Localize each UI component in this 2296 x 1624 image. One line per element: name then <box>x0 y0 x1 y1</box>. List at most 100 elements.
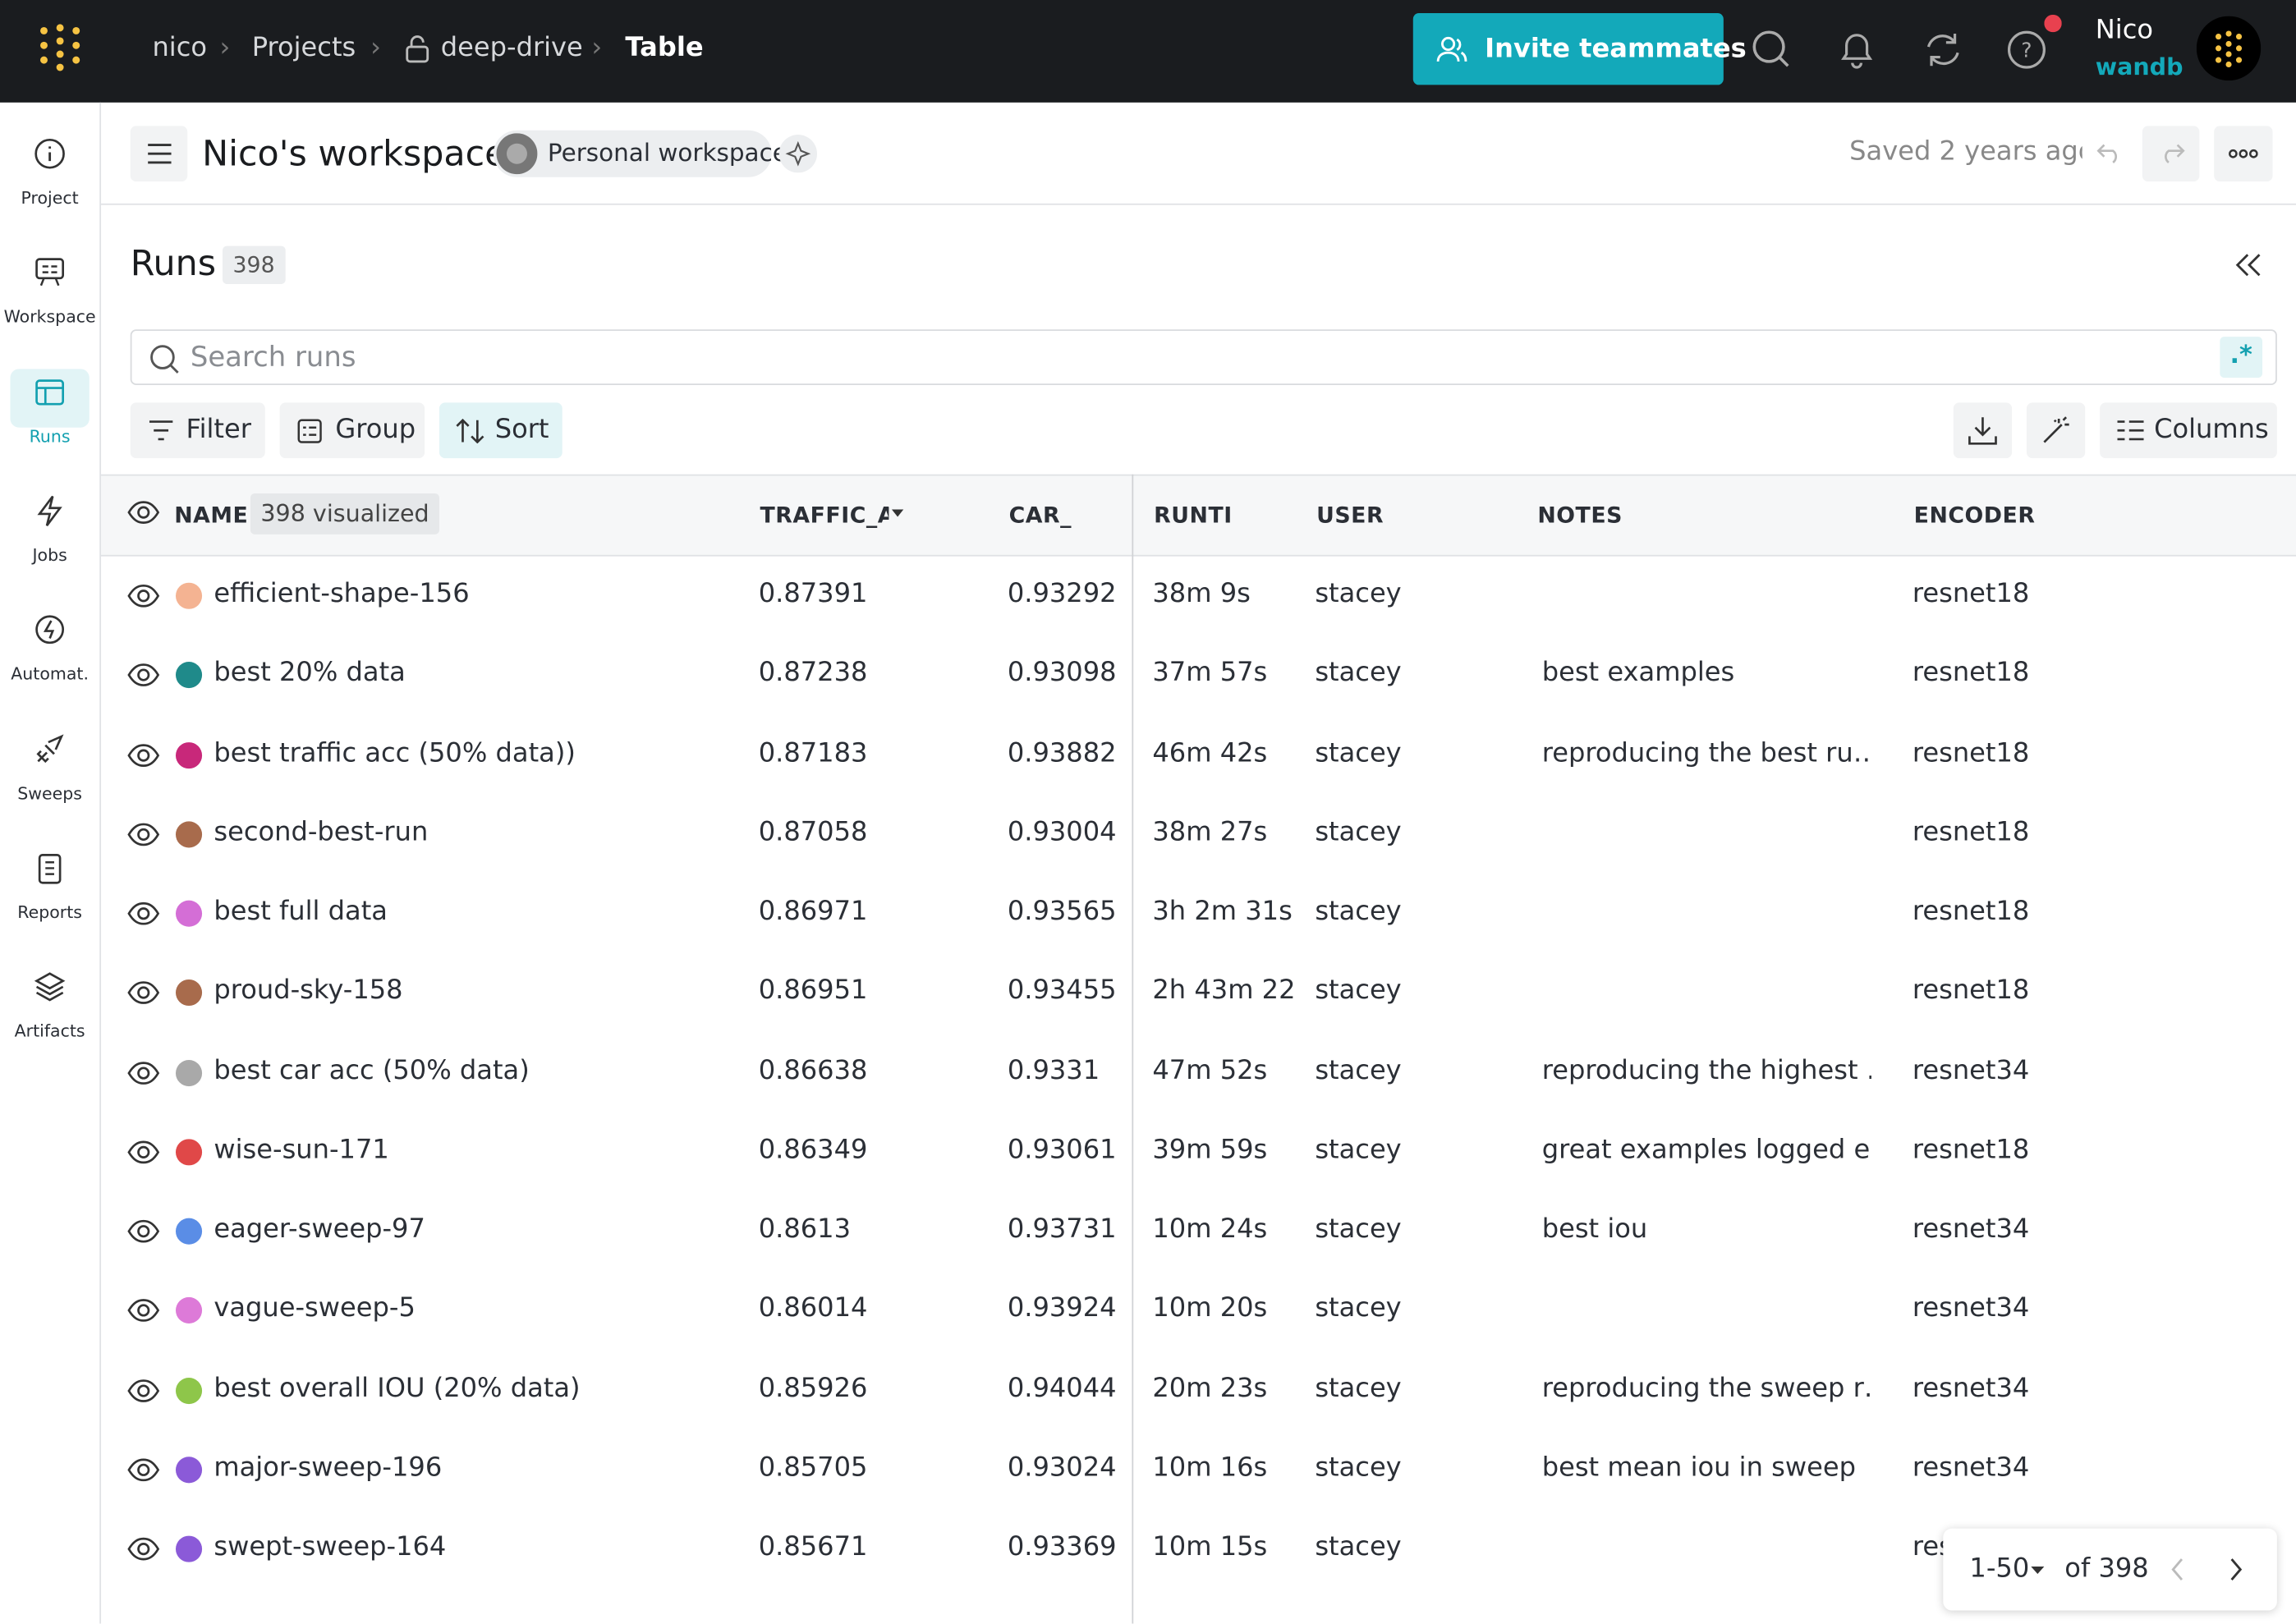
visibility-icon[interactable] <box>127 1061 160 1085</box>
car-cell: 0.93292 <box>1007 578 1117 609</box>
column-header[interactable]: NAME <box>174 502 249 529</box>
sidebar-item[interactable]: Sweeps <box>0 713 99 822</box>
breadcrumb[interactable]: Projects <box>251 32 356 63</box>
sparkle-button[interactable] <box>778 135 818 173</box>
table-row[interactable]: efficient-shape-156 0.87391 0.93292 38m 9s s… <box>101 557 2296 635</box>
visibility-icon[interactable] <box>127 743 160 767</box>
visibility-icon[interactable] <box>127 981 160 1005</box>
sidebar-item[interactable]: Project <box>0 118 99 227</box>
collapse-button[interactable] <box>2234 252 2264 278</box>
table-row[interactable]: best car acc (50% data) 0.86638 0.9331 47m … <box>101 1033 2296 1112</box>
visibility-icon[interactable] <box>127 663 160 687</box>
bell-icon[interactable] <box>1838 30 1876 71</box>
sidebar-item[interactable]: Automat. <box>0 594 99 703</box>
run-name[interactable]: best full data <box>214 896 388 927</box>
run-name[interactable]: best 20% data <box>214 658 406 689</box>
table-row[interactable]: eager-sweep-97 0.8613 0.93731 10m 24s stacey… <box>101 1192 2296 1271</box>
table-row[interactable]: best traffic acc (50% data)) 0.87183 0.938… <box>101 715 2296 794</box>
column-header[interactable]: ENCODER <box>1913 502 2036 529</box>
visibility-icon[interactable] <box>127 501 160 525</box>
refresh-icon[interactable] <box>1922 30 1963 71</box>
help-icon[interactable]: ? <box>2006 30 2047 71</box>
redo-button[interactable] <box>2142 126 2200 182</box>
user-cell: stacey <box>1315 1293 1402 1324</box>
visibility-icon[interactable] <box>127 1458 160 1482</box>
user-name[interactable]: Nico <box>2095 14 2153 46</box>
breadcrumb[interactable]: nico <box>152 32 208 63</box>
user-cell: stacey <box>1315 1452 1402 1483</box>
traffic-cell: 0.86638 <box>758 1054 868 1086</box>
visibility-icon[interactable] <box>127 584 160 608</box>
breadcrumb[interactable]: Table <box>625 32 704 63</box>
user-cell: stacey <box>1315 1372 1402 1404</box>
table-row[interactable]: swept-sweep-164 0.85671 0.93369 10m 15s stac… <box>101 1509 2296 1588</box>
table-row[interactable]: best overall IOU (20% data) 0.85926 0.9404… <box>101 1351 2296 1429</box>
sidebar-icon <box>35 615 65 645</box>
table-row[interactable]: wise-sun-171 0.86349 0.93061 39m 59s stacey g… <box>101 1112 2296 1191</box>
runtime-cell: 38m 27s <box>1152 816 1268 848</box>
regex-toggle[interactable]: .* <box>2220 337 2263 378</box>
run-name[interactable]: best traffic acc (50% data)) <box>214 736 576 768</box>
user-cell: stacey <box>1315 1213 1402 1245</box>
run-name[interactable]: swept-sweep-164 <box>214 1531 447 1562</box>
table-row[interactable]: major-sweep-196 0.85705 0.93024 10m 16s stac… <box>101 1430 2296 1509</box>
menu-button[interactable] <box>130 126 188 182</box>
more-button[interactable] <box>2214 126 2273 182</box>
workspace-badge[interactable]: Personal workspace <box>493 130 788 177</box>
table-row[interactable]: best 20% data 0.87238 0.93098 37m 57s stacey… <box>101 635 2296 714</box>
prev-page[interactable] <box>2170 1557 2185 1581</box>
visibility-icon[interactable] <box>127 823 160 846</box>
visibility-icon[interactable] <box>127 1379 160 1402</box>
avatar[interactable] <box>2196 16 2262 81</box>
run-color <box>175 820 203 848</box>
visibility-icon[interactable] <box>127 1219 160 1243</box>
download-button[interactable] <box>1953 402 2013 459</box>
invite-button[interactable]: Invite teammates <box>1412 13 1747 85</box>
run-name[interactable]: wise-sun-171 <box>214 1134 389 1165</box>
table-row[interactable]: second-best-run 0.87058 0.93004 38m 27s stac… <box>101 795 2296 874</box>
search-icon[interactable] <box>1752 30 1793 71</box>
sort-button[interactable]: Sort <box>439 402 563 459</box>
sidebar-item[interactable]: Reports <box>0 833 99 941</box>
filter-button[interactable]: Filter <box>130 402 265 459</box>
sidebar-item[interactable]: Artifacts <box>0 952 99 1060</box>
group-button[interactable]: Group <box>279 402 425 459</box>
sidebar-item[interactable]: Jobs <box>0 475 99 584</box>
column-header[interactable]: USER <box>1316 502 1384 529</box>
run-name[interactable]: proud-sky-158 <box>214 975 403 1007</box>
column-header[interactable]: TRAFFIC_AC <box>760 502 889 529</box>
run-name[interactable]: eager-sweep-97 <box>214 1213 425 1245</box>
run-name[interactable]: efficient-shape-156 <box>214 578 470 609</box>
run-name[interactable]: best overall IOU (20% data) <box>214 1372 581 1404</box>
search-box[interactable]: Search runs .* <box>130 329 2277 385</box>
table-row[interactable]: proud-sky-158 0.86951 0.93455 2h 43m 22 stac… <box>101 953 2296 1032</box>
sidebar-icon <box>35 258 65 287</box>
page-total: of 398 <box>2064 1553 2149 1585</box>
page-range[interactable]: 1-50 <box>1969 1553 2030 1585</box>
breadcrumb[interactable]: deep-drive <box>440 32 583 63</box>
user-cell: stacey <box>1315 578 1402 609</box>
run-name[interactable]: second-best-run <box>214 816 429 848</box>
sidebar-item[interactable]: Workspace <box>0 237 99 346</box>
run-name[interactable]: vague-sweep-5 <box>214 1293 416 1324</box>
visibility-icon[interactable] <box>127 1299 160 1323</box>
visibility-icon[interactable] <box>127 1537 160 1561</box>
column-header[interactable]: CAR_ <box>1008 502 1072 529</box>
columns-button[interactable]: Columns <box>2100 402 2277 459</box>
org-name[interactable]: wandb <box>2095 53 2183 81</box>
column-header[interactable]: RUNTI <box>1154 502 1233 529</box>
table-row[interactable]: best full data 0.86971 0.93565 3h 2m 31s sta… <box>101 874 2296 953</box>
sidebar-item[interactable]: Runs <box>0 356 99 465</box>
column-header[interactable]: NOTES <box>1537 502 1623 529</box>
table-row[interactable]: vague-sweep-5 0.86014 0.93924 10m 20s stacey… <box>101 1271 2296 1350</box>
next-page[interactable] <box>2229 1557 2243 1581</box>
run-name[interactable]: best car acc (50% data) <box>214 1054 530 1086</box>
car-cell: 0.93455 <box>1007 975 1117 1007</box>
visibility-icon[interactable] <box>127 901 160 925</box>
autofit-button[interactable] <box>2026 402 2086 459</box>
run-name[interactable]: major-sweep-196 <box>214 1452 443 1483</box>
visibility-icon[interactable] <box>127 1140 160 1164</box>
undo-button[interactable] <box>2082 126 2137 182</box>
sidebar: Project Workspace Runs Jobs Automat. Sweeps Re… <box>0 102 102 1624</box>
